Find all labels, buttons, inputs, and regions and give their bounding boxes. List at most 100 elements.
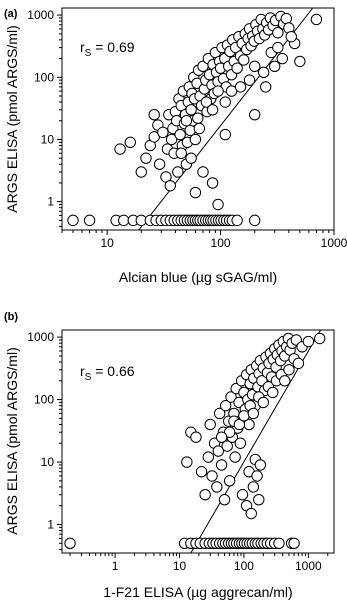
- panel-b-label: (b): [4, 311, 18, 323]
- data-point: [231, 62, 243, 74]
- data-point: [221, 440, 233, 452]
- data-point: [292, 357, 305, 370]
- data-point: [257, 396, 270, 409]
- data-point: [219, 128, 231, 141]
- data-point: [212, 198, 224, 211]
- data-point: [67, 214, 79, 227]
- plot-area: [64, 330, 326, 553]
- data-point: [283, 364, 295, 376]
- data-point: [243, 74, 256, 86]
- data-point: [285, 30, 297, 43]
- data-point: [153, 158, 166, 170]
- data-point: [165, 133, 178, 146]
- data-point: [234, 81, 247, 93]
- data-point: [213, 407, 226, 420]
- data-point: [135, 166, 147, 178]
- x-tick-label: 10: [173, 559, 187, 573]
- y-tick-label: 10: [41, 455, 55, 469]
- data-point: [140, 152, 152, 164]
- data-point: [276, 52, 288, 65]
- y-tick-label: 100: [34, 393, 54, 407]
- data-point: [236, 489, 249, 501]
- data-point: [294, 55, 306, 68]
- data-point: [231, 214, 243, 227]
- panel-a-label: (a): [4, 8, 18, 20]
- data-point: [64, 537, 76, 550]
- data-point: [124, 136, 136, 149]
- chart-panel-a: 10 100 1000 1 10 100 1000: [27, 7, 347, 250]
- data-point: [114, 143, 126, 155]
- y-axis-label-a: ARGS ELISA (pmol ARGS/ml): [4, 25, 20, 213]
- data-point: [199, 489, 211, 501]
- data-point: [257, 66, 270, 79]
- data-point: [204, 418, 216, 431]
- data-point: [206, 177, 219, 189]
- data-point: [238, 410, 250, 422]
- data-point: [267, 386, 279, 399]
- regression-line: [138, 8, 314, 230]
- data-point: [197, 166, 209, 178]
- data-point: [215, 459, 228, 471]
- data-point: [218, 493, 231, 506]
- data-point: [189, 133, 202, 146]
- plot-frame: [61, 329, 335, 554]
- data-point: [215, 431, 228, 443]
- rs-symbol-b: r: [80, 363, 85, 379]
- data-point: [180, 115, 193, 127]
- data-point: [185, 152, 197, 164]
- data-point: [190, 431, 202, 443]
- data-point: [272, 27, 284, 39]
- y-tick-label: 1000: [27, 330, 54, 344]
- data-point: [164, 180, 176, 192]
- data-point: [157, 126, 169, 139]
- data-point: [206, 104, 219, 116]
- correlation-annotation-b: rS = 0.66: [80, 363, 135, 383]
- x-axis-label-a: Alcian blue (µg sGAG/ml): [119, 269, 277, 285]
- data-point: [118, 214, 130, 227]
- data-point: [172, 166, 184, 178]
- data-point: [247, 407, 260, 420]
- data-point: [185, 104, 197, 116]
- plot-area: [67, 8, 323, 230]
- x-tick-label: 1: [112, 559, 119, 573]
- plot-frame: [61, 7, 335, 231]
- data-point: [189, 186, 202, 199]
- data-point: [211, 481, 223, 493]
- data-point: [272, 41, 284, 54]
- data-point: [181, 456, 193, 468]
- data-point: [245, 507, 257, 520]
- data-point: [238, 54, 250, 66]
- data-point: [195, 466, 208, 478]
- data-point: [219, 399, 232, 412]
- chart-panel-b: 1 10 100 1000 1 10 100 1000: [27, 329, 335, 573]
- y-tick-label: 1: [47, 518, 54, 532]
- data-point: [249, 60, 261, 73]
- data-point: [229, 451, 241, 463]
- data-point: [212, 445, 224, 457]
- data-point: [193, 122, 206, 135]
- data-point: [268, 60, 281, 73]
- y-tick-label: 100: [34, 70, 54, 84]
- data-point: [273, 537, 285, 550]
- rs-subscript-b: S: [85, 372, 92, 383]
- y-axis-label-b: ARGS ELISA (pmol ARGS/ml): [4, 347, 20, 535]
- rs-subscript-a: S: [85, 48, 92, 59]
- data-point: [279, 375, 291, 387]
- data-point: [83, 214, 96, 227]
- data-point: [247, 481, 260, 493]
- data-point: [219, 96, 231, 108]
- data-point: [234, 437, 247, 449]
- correlation-annotation-a: rS = 0.69: [80, 39, 135, 59]
- y-tick-label: 10: [41, 132, 55, 146]
- data-point: [223, 475, 236, 487]
- x-tick-label: 100: [234, 559, 254, 573]
- x-tick-label: 100: [211, 236, 231, 250]
- data-point: [280, 12, 293, 25]
- data-point: [212, 85, 224, 97]
- x-tick-label: 1000: [321, 236, 347, 250]
- y-tick-label: 1000: [27, 8, 54, 22]
- data-point: [225, 391, 237, 403]
- data-point: [302, 335, 315, 348]
- data-point: [200, 96, 213, 108]
- x-tick-label: 1000: [295, 559, 322, 573]
